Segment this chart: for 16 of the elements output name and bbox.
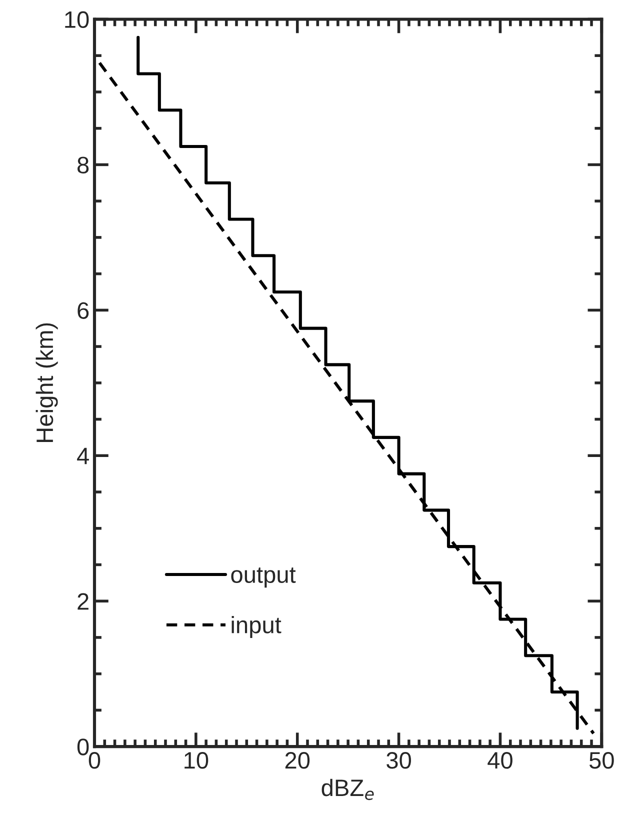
x-tick-label: 40 bbox=[488, 752, 512, 769]
y-axis-title: Height (km) bbox=[36, 323, 58, 442]
y-tick-label: 6 bbox=[78, 302, 89, 319]
x-axis-title: dBZ$_{e}$ bbox=[322, 778, 374, 800]
y-tick-label: 0 bbox=[77, 738, 89, 756]
legend-label: output bbox=[231, 568, 296, 588]
x-tick-label: 0 bbox=[88, 752, 100, 769]
y-tick-label: 2 bbox=[78, 593, 88, 610]
x-tick-label: 20 bbox=[285, 752, 310, 769]
y-tick-label: 10 bbox=[65, 11, 89, 28]
x-tick-label: 30 bbox=[386, 752, 411, 769]
y-tick-label: 8 bbox=[78, 156, 89, 174]
legend-label: input bbox=[232, 616, 282, 638]
y-tick-label: 4 bbox=[77, 448, 89, 464]
x-tick-label: 10 bbox=[184, 752, 208, 769]
x-tick-label: 50 bbox=[589, 752, 614, 769]
